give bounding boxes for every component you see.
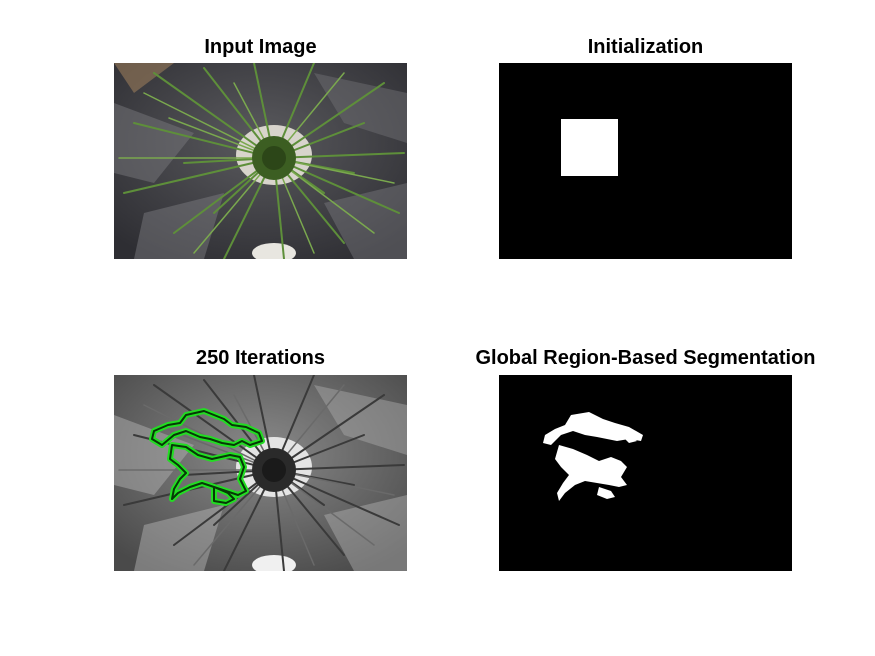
panel-title-initialization: Initialization	[587, 36, 704, 58]
segmentation-mask-panel	[499, 375, 792, 571]
segmentation-contour	[149, 408, 265, 506]
panel-title-input-image: Input Image	[204, 36, 317, 58]
initialization-mask-panel	[499, 63, 792, 259]
panel-title-global-segmentation: Global Region-Based Segmentation	[475, 347, 816, 369]
initialization-square	[561, 119, 618, 176]
input-image-panel	[114, 63, 407, 259]
iterations-contour-panel	[114, 375, 407, 571]
grayscale-photo-with-contour	[114, 375, 407, 571]
panel-title-250-iterations: 250 Iterations	[196, 347, 325, 369]
segmentation-mask	[543, 412, 643, 501]
input-image-photo	[114, 63, 407, 259]
